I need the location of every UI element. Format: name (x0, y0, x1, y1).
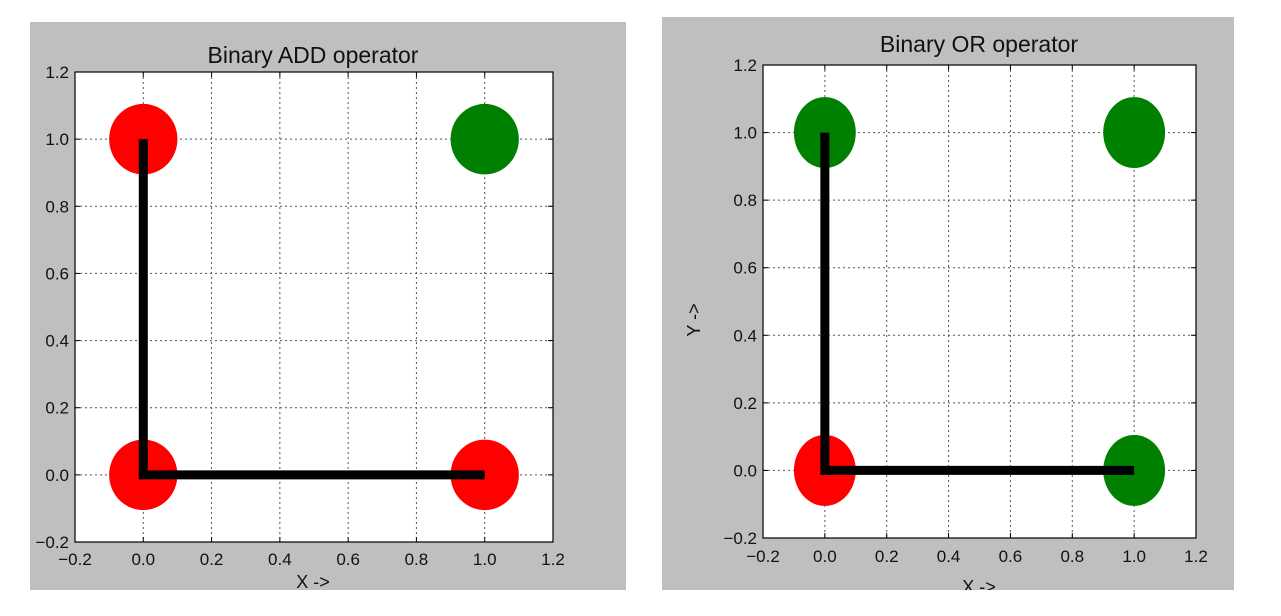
y-tick-label: 1.2 (733, 56, 757, 75)
x-tick-label: 1.2 (1184, 547, 1208, 566)
x-tick-label: 0.6 (999, 547, 1023, 566)
plot-area: −0.2 0.0 0.2 0.4 0.6 0.8 1.0 1.2 −0.2 0.0 0.2 0.4 0.… (723, 56, 1207, 566)
x-tick-label: 0.6 (336, 550, 360, 569)
y-tick-label: 0.8 (733, 191, 757, 210)
x-tick-label: 0.2 (875, 547, 899, 566)
y-tick-label: 0.2 (45, 399, 69, 418)
y-tick-label: 1.0 (733, 124, 757, 143)
y-tick-label: −0.2 (35, 533, 69, 552)
x-tick-label: 0.4 (937, 547, 961, 566)
green-point (1103, 97, 1166, 169)
add-operator-figure: −0.2 0.0 0.2 0.4 0.6 0.8 1.0 1.2 −0.2 0.0 0.2 0.4 0.… (30, 22, 626, 590)
or-operator-chart: −0.2 0.0 0.2 0.4 0.6 0.8 1.0 1.2 −0.2 0.0 0.2 0.4 0.… (684, 31, 1208, 590)
data-points (109, 103, 519, 511)
x-tick-label: 0.2 (200, 550, 224, 569)
boundary-line (820, 132, 1135, 475)
x-tick-label: −0.2 (746, 547, 780, 566)
chart-title: Binary OR operator (880, 31, 1078, 57)
x-tick-label: 0.0 (813, 547, 837, 566)
y-tick-label: 0.6 (45, 264, 69, 283)
y-tick-label: 0.4 (733, 326, 757, 345)
plot-area: −0.2 0.0 0.2 0.4 0.6 0.8 1.0 1.2 −0.2 0.0 0.2 0.4 0.… (35, 63, 564, 569)
x-tick-label: 1.0 (473, 550, 497, 569)
y-tick-label: 1.2 (45, 63, 69, 82)
x-tick-label: −0.2 (58, 550, 92, 569)
y-tick-label: 1.0 (45, 130, 69, 149)
y-tick-label: 0.4 (45, 332, 69, 351)
y-tick-label: 0.0 (45, 466, 69, 485)
green-point (450, 103, 519, 175)
x-axis-label: X -> (962, 577, 996, 590)
add-operator-chart: −0.2 0.0 0.2 0.4 0.6 0.8 1.0 1.2 −0.2 0.0 0.2 0.4 0.… (35, 42, 564, 590)
x-tick-label: 0.4 (268, 550, 292, 569)
x-tick-label: 1.0 (1122, 547, 1146, 566)
x-tick-label: 0.8 (1060, 547, 1084, 566)
y-tick-label: 0.0 (733, 461, 757, 480)
or-operator-figure: −0.2 0.0 0.2 0.4 0.6 0.8 1.0 1.2 −0.2 0.0 0.2 0.4 0.… (662, 17, 1234, 590)
y-tick-label: 0.8 (45, 197, 69, 216)
y-tick-label: −0.2 (723, 529, 757, 548)
boundary-line (138, 139, 485, 480)
x-axis-label: X -> (296, 572, 330, 590)
x-tick-label: 1.2 (541, 550, 565, 569)
chart-title: Binary ADD operator (208, 42, 419, 68)
y-axis-label: Y -> (684, 303, 704, 336)
y-tick-label: 0.2 (733, 394, 757, 413)
green-point (1103, 434, 1166, 506)
x-tick-label: 0.0 (131, 550, 155, 569)
y-tick-label: 0.6 (733, 259, 757, 278)
red-point (109, 103, 178, 175)
x-tick-label: 0.8 (405, 550, 429, 569)
